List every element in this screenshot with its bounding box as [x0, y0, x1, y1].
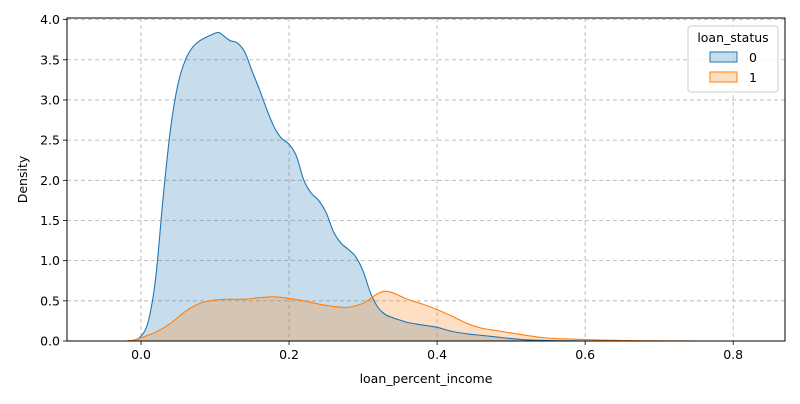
series-1-line [126, 290, 697, 342]
legend-label-0: 0 [749, 50, 757, 65]
legend: loan_status 01 [687, 25, 779, 93]
series-0-area [126, 32, 586, 341]
plot-frame [66, 17, 786, 342]
legend-swatch-1 [709, 71, 738, 83]
y-tick-label: 0.0 [40, 334, 60, 349]
y-tick-label: 4.0 [40, 12, 60, 27]
y-tick-label: 1.0 [40, 253, 60, 268]
legend-label-1: 1 [749, 70, 757, 85]
x-axis-ticks: 0.0 0.2 0.4 0.6 0.8 [131, 341, 743, 362]
series-lines [126, 31, 697, 342]
series-fills [126, 32, 697, 341]
y-axis-label: Density [15, 155, 30, 203]
legend-swatch-0 [709, 51, 738, 63]
legend-items: 01 [709, 50, 757, 85]
legend-title: loan_status [697, 30, 768, 45]
y-tick-label: 2.5 [40, 133, 60, 148]
y-tick-label: 1.5 [40, 213, 60, 228]
y-tick-label: 3.0 [40, 92, 60, 107]
series-1-area [126, 291, 697, 341]
y-tick-label: 3.5 [40, 52, 60, 67]
y-axis-ticks: 0.0 0.5 1.0 1.5 2.0 2.5 3.0 3.5 4.0 [40, 12, 67, 349]
y-tick-label: 2.0 [40, 173, 60, 188]
y-tick-label: 0.5 [40, 293, 60, 308]
series-0-line [126, 31, 586, 342]
x-tick-label: 0.6 [575, 347, 595, 362]
x-tick-label: 0.8 [723, 347, 743, 362]
grid-lines [67, 18, 785, 342]
x-tick-label: 0.4 [427, 347, 447, 362]
x-tick-label: 0.0 [131, 347, 151, 362]
x-tick-label: 0.2 [279, 347, 299, 362]
x-axis-label: loan_percent_income [360, 371, 493, 386]
